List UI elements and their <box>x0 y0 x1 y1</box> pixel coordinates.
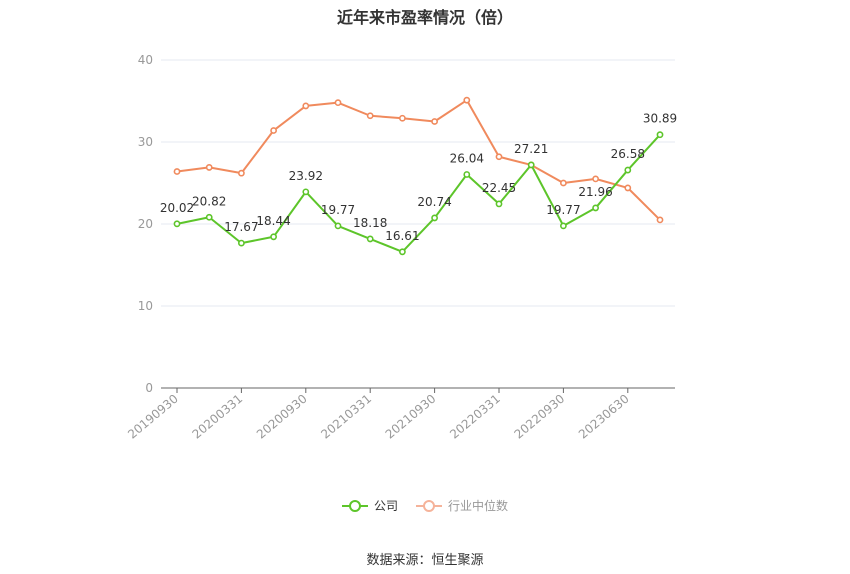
data-label-company: 19.77 <box>546 203 580 217</box>
series-line-company <box>176 134 661 253</box>
point-industry <box>560 179 567 187</box>
point-industry <box>656 216 664 224</box>
data-label-company: 18.18 <box>353 216 387 230</box>
point-company <box>398 248 406 256</box>
y-tick-label: 20 <box>138 217 153 231</box>
point-industry <box>205 164 213 171</box>
data-label-company: 16.61 <box>385 229 419 243</box>
x-tick-label: 20200930 <box>254 392 310 442</box>
data-label-company: 17.67 <box>224 220 258 234</box>
point-industry <box>302 102 310 110</box>
point-industry <box>398 114 406 122</box>
x-tick-label: 20210930 <box>383 392 439 442</box>
point-company <box>656 131 664 139</box>
data-label-company: 26.58 <box>611 147 645 161</box>
point-industry <box>431 118 438 125</box>
grid-lines <box>161 59 675 307</box>
x-tick-label: 20190930 <box>125 392 181 442</box>
point-company <box>334 222 342 230</box>
data-source: 数据来源：恒生聚源 <box>366 553 484 568</box>
point-company <box>560 222 567 230</box>
legend-swatch-industry <box>416 499 442 513</box>
y-tick-label: 30 <box>138 135 153 149</box>
point-industry <box>237 169 245 177</box>
point-industry <box>592 175 599 183</box>
point-company <box>205 213 213 221</box>
point-company <box>302 188 310 196</box>
y-tick-label: 40 <box>138 53 153 67</box>
point-company <box>495 200 503 208</box>
point-industry <box>173 168 181 175</box>
legend-label-company: 公司 <box>373 499 398 513</box>
point-company <box>431 214 438 222</box>
data-label-company: 19.77 <box>321 203 355 217</box>
x-tick-label: 20230630 <box>576 392 632 442</box>
point-industry <box>270 127 277 134</box>
point-company <box>463 171 471 178</box>
data-label-company: 20.82 <box>192 194 226 208</box>
data-label-company: 22.45 <box>482 181 516 195</box>
point-industry <box>366 112 374 120</box>
y-tick-label: 10 <box>138 299 153 313</box>
data-label-company: 27.21 <box>514 142 548 156</box>
legend: 公司 行业中位数 <box>0 497 850 514</box>
data-labels: 20.0220.8217.6718.4423.9219.7718.1816.61… <box>160 112 677 243</box>
series-lines <box>173 96 664 256</box>
y-tick-label: 0 <box>145 381 153 395</box>
chart-title: 近年来市盈率情况（倍） <box>336 8 513 27</box>
x-tick-label: 20220331 <box>447 392 503 442</box>
series-line-industry <box>176 99 661 221</box>
x-tick-label: 20200331 <box>190 392 246 442</box>
point-company <box>366 235 374 243</box>
point-industry <box>334 99 342 107</box>
x-tick-label: 20220930 <box>512 392 568 442</box>
data-label-company: 21.96 <box>578 185 612 199</box>
data-label-company: 30.89 <box>643 112 677 126</box>
legend-item-company[interactable]: 公司 <box>341 497 398 514</box>
data-label-company: 26.04 <box>450 151 484 165</box>
data-label-company: 18.44 <box>256 214 290 228</box>
point-company <box>527 161 535 169</box>
data-label-company: 23.92 <box>289 169 323 183</box>
point-company <box>624 166 632 174</box>
legend-item-industry[interactable]: 行业中位数 <box>416 497 508 514</box>
point-industry <box>495 153 503 161</box>
point-company <box>237 239 245 247</box>
legend-label-industry: 行业中位数 <box>448 499 509 513</box>
point-industry <box>463 96 471 104</box>
x-tick-label: 20210331 <box>318 392 374 442</box>
legend-swatch-company <box>341 499 368 513</box>
y-tick-labels: 0 10 20 30 40 <box>138 53 153 395</box>
point-company <box>173 220 181 228</box>
point-company <box>592 204 599 212</box>
data-label-company: 20.74 <box>417 195 451 209</box>
point-industry <box>624 184 632 192</box>
point-company <box>270 233 277 241</box>
x-tick-labels: 20190930 20200331 20200930 20210331 20210930… <box>125 388 632 442</box>
data-label-company: 20.02 <box>160 201 194 215</box>
